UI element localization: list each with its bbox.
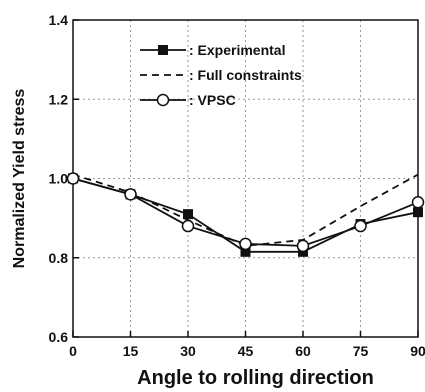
y-tick-label: 1.4 (49, 12, 69, 28)
y-tick-label: 0.6 (49, 329, 69, 345)
legend-label-0: : Experimental (189, 42, 285, 58)
series-layer (66, 172, 425, 257)
x-tick-label: 90 (410, 343, 425, 359)
y-tick-label: 0.8 (49, 250, 69, 266)
legend-label-2: : VPSC (189, 92, 236, 108)
legend: : Experimental : Full constraints : VPSC (140, 42, 302, 108)
y-tick-label: 1.0 (49, 171, 69, 187)
x-tick-label: 30 (180, 343, 196, 359)
vpsc-marker (124, 188, 137, 201)
x-tick-label: 0 (69, 343, 77, 359)
vpsc-marker (239, 237, 252, 251)
y-tick-label: 1.2 (49, 91, 69, 107)
y-axis-title: Normalized Yield stress (11, 89, 28, 269)
vpsc-marker (354, 219, 367, 233)
x-tick-label: 45 (238, 343, 254, 359)
x-tick-label: 75 (353, 343, 369, 359)
x-tick-label: 60 (295, 343, 311, 359)
legend-square-marker (158, 45, 168, 55)
legend-circle-marker (156, 93, 170, 107)
vpsc-marker (181, 219, 195, 233)
x-tick-label: 15 (123, 343, 139, 359)
vpsc-marker (66, 172, 80, 185)
experimental-marker (240, 246, 251, 257)
legend-label-1: : Full constraints (189, 67, 302, 83)
experimental-marker (413, 207, 423, 218)
vpsc-marker (296, 239, 310, 253)
axis-ticks: 0 15 30 45 60 75 90 0.6 0.8 1.0 1.2 1.4 (49, 12, 425, 359)
x-axis-title: Angle to rolling direction (137, 367, 374, 389)
experimental-marker (183, 209, 193, 220)
vpsc-marker (411, 196, 425, 209)
